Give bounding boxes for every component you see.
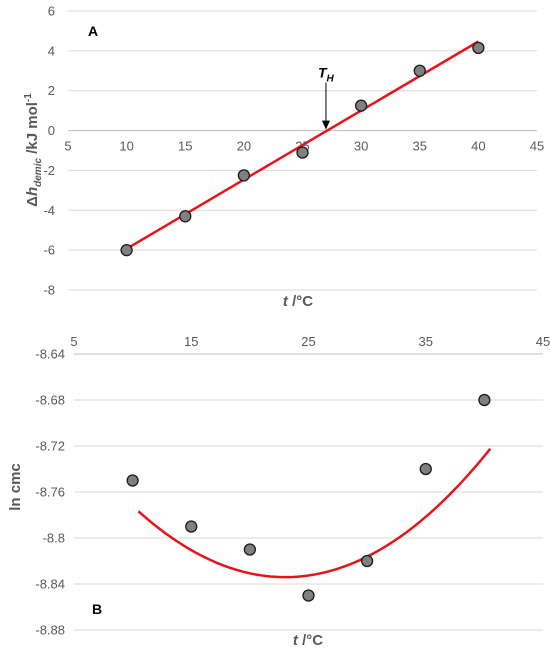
y-tick-labels-a: 6 4 2 0 -2 -4 -6 -8 [43,4,55,298]
data-point-a [354,99,368,112]
y-tick-label-a: 4 [48,43,55,58]
y-tick-label-a: 6 [48,4,55,19]
data-point-b [126,474,139,487]
data-point-b [419,462,432,476]
y-tick-label-a: -8 [43,283,55,298]
x-axis-title-a: t /°C [283,293,313,310]
y-tick-label-b: -8.64 [35,347,65,362]
data-points-a [120,41,485,257]
y-axis-title-b: ln cmc [7,463,24,511]
panel-label-a: A [88,23,98,39]
x-tick-label-a: 10 [119,139,133,154]
data-point-b [302,589,315,602]
x-axis-title-b: t /°C [293,632,323,649]
y-tick-label-a: -6 [43,243,55,258]
data-point-a [179,210,192,223]
data-point-b [360,554,374,568]
x-tick-label-b: 15 [184,334,198,349]
x-tick-label-a: 35 [413,139,427,154]
y-tick-label-a: -2 [43,163,55,178]
panel-label-b: B [92,601,102,617]
fit-curve-b [137,448,492,579]
x-tick-label-a: 5 [64,139,71,154]
y-tick-label-a: 0 [48,123,55,138]
data-point-a [413,64,426,77]
x-tick-label-b: 45 [536,334,550,349]
x-tick-label-a: 30 [354,139,368,154]
y-tick-label-a: 2 [48,83,55,98]
data-point-a [472,41,485,55]
th-arrow-head [321,120,330,130]
data-point-b [478,393,491,407]
y-tick-labels-b: -8.64 -8.68 -8.72 -8.76 -8.8 -8.84 -8.88 [35,347,65,638]
y-tick-label-b: -8.84 [35,577,65,592]
x-tick-label-a: 40 [471,139,485,154]
data-point-b [243,543,257,556]
y-tick-label-b: -8.68 [35,393,65,408]
data-point-a [120,243,133,257]
th-annotation: TH [318,65,335,130]
data-points-b [126,393,491,602]
y-axis-title-a: Δhdemic /kJ mol-1 [23,93,44,207]
data-point-b [185,520,198,533]
data-point-a [237,169,251,182]
x-tick-label-a: 45 [530,139,544,154]
y-tick-label-a: -4 [43,203,55,218]
data-point-a [296,146,309,159]
th-label: TH [318,65,335,85]
x-tick-label-a: 20 [237,139,251,154]
x-tick-label-a: 15 [178,139,192,154]
y-tick-label-b: -8.8 [43,531,65,546]
x-tick-label-b: 25 [301,334,315,349]
panel-b: 5 15 25 35 45 -8.64-8.68-8.72-8.76-8.8-8.84-… [7,334,550,649]
gridlines-b [74,399,543,631]
y-tick-label-b: -8.88 [35,623,65,638]
y-tick-label-b: -8.76 [35,485,65,500]
x-tick-label-b: 5 [70,334,77,349]
x-tick-label-b: 35 [419,334,433,349]
gridlines-a [68,10,537,291]
y-tick-label-b: -8.72 [35,439,65,454]
x-tick-labels-b: 5 15 25 35 45 [70,334,550,349]
